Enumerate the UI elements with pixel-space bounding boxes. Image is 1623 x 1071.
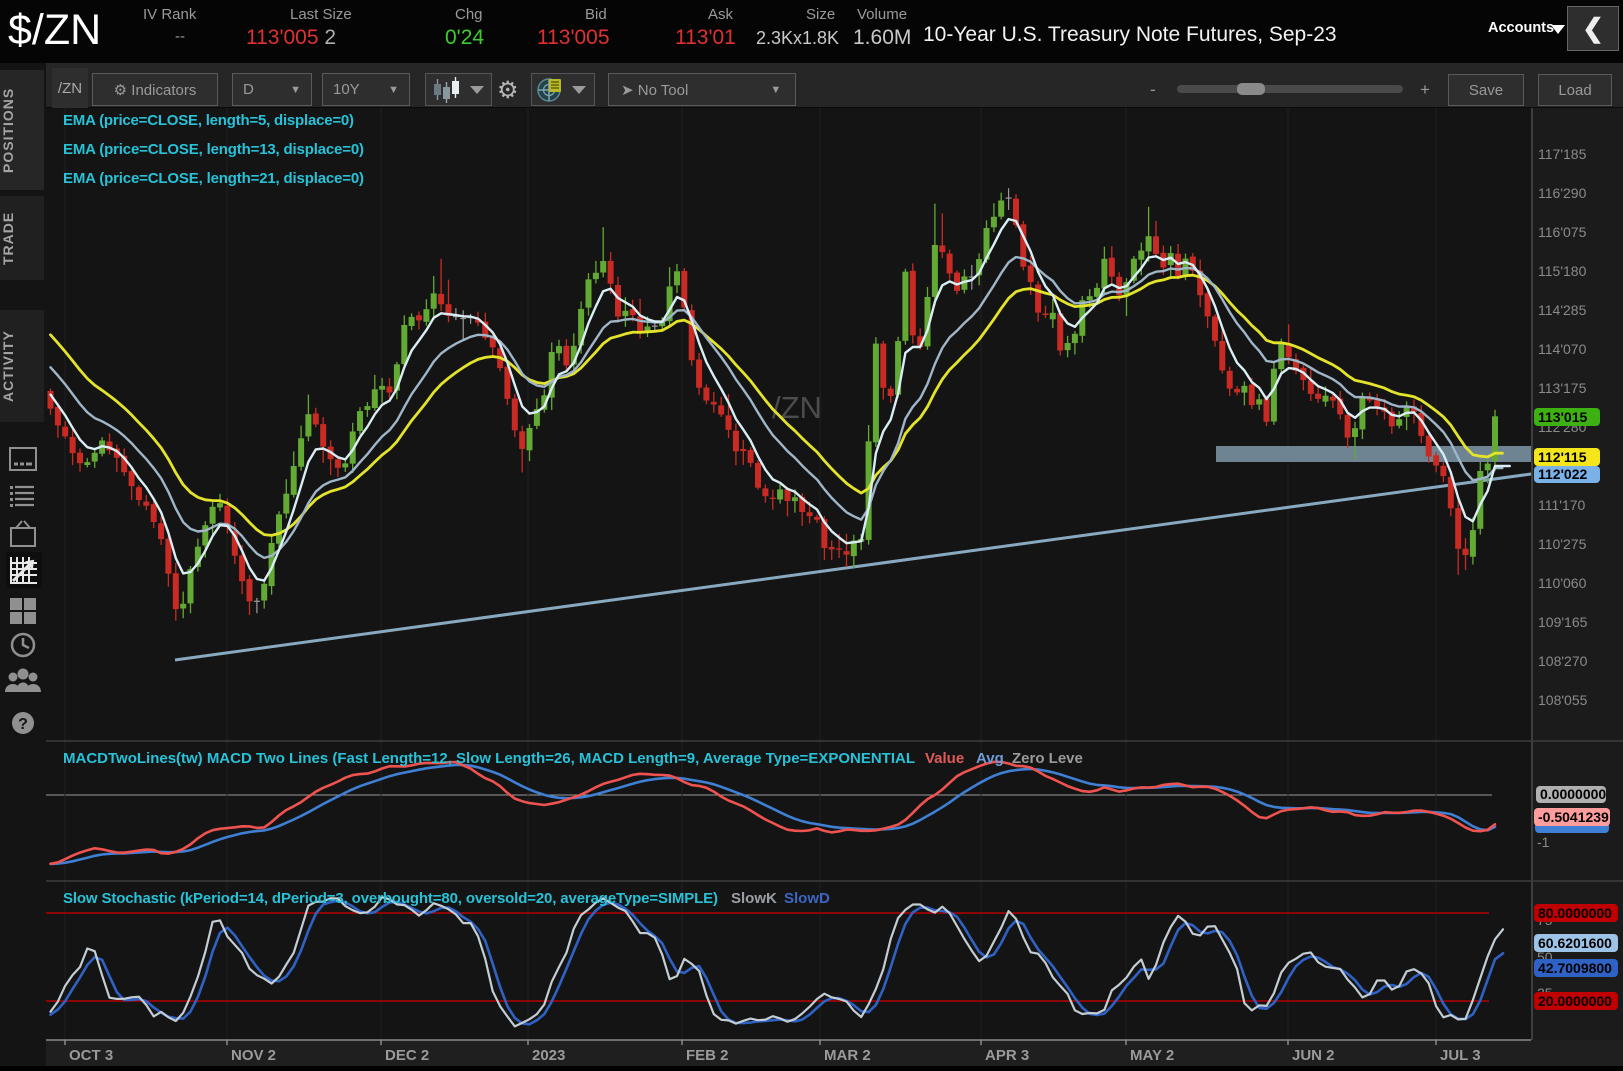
svg-text:APR 3: APR 3 <box>985 1047 1029 1064</box>
svg-text:114'285: 114'285 <box>1538 302 1587 318</box>
svg-text:DEC 2: DEC 2 <box>385 1047 429 1064</box>
svg-text:110'060: 110'060 <box>1538 575 1587 591</box>
svg-text:MAR 2: MAR 2 <box>824 1047 871 1064</box>
svg-text:0.0000000: 0.0000000 <box>1540 786 1606 802</box>
svg-text:JUN 2: JUN 2 <box>1292 1047 1335 1064</box>
svg-text:116'075: 116'075 <box>1538 224 1587 240</box>
svg-text:111'170: 111'170 <box>1538 497 1586 513</box>
svg-text:NOV 2: NOV 2 <box>231 1047 276 1064</box>
svg-text:EMA (price=CLOSE, length=5, di: EMA (price=CLOSE, length=5, displace=0) <box>63 112 354 129</box>
svg-text:117'185: 117'185 <box>1538 146 1587 162</box>
svg-text:60.6201600: 60.6201600 <box>1538 935 1612 951</box>
svg-text:OCT 3: OCT 3 <box>69 1047 113 1064</box>
svg-text:80.0000000: 80.0000000 <box>1538 905 1612 921</box>
svg-text:SlowK: SlowK <box>731 890 777 907</box>
svg-text:20.0000000: 20.0000000 <box>1538 993 1612 1009</box>
svg-text:108'270: 108'270 <box>1538 653 1588 669</box>
svg-text:MACDTwoLines(tw) MACD Two Line: MACDTwoLines(tw) MACD Two Lines (Fast Le… <box>63 750 915 767</box>
svg-text:109'165: 109'165 <box>1538 614 1588 630</box>
svg-text:/ZN: /ZN <box>772 390 822 425</box>
svg-text:-0.5041239: -0.5041239 <box>1538 809 1609 825</box>
svg-text:JUL 3: JUL 3 <box>1440 1047 1481 1064</box>
svg-text:112'022: 112'022 <box>1538 466 1587 482</box>
svg-text:SlowD: SlowD <box>784 890 830 907</box>
svg-text:110'275: 110'275 <box>1538 536 1587 552</box>
svg-text:114'070: 114'070 <box>1538 341 1587 357</box>
svg-text:113'015: 113'015 <box>1538 409 1587 425</box>
svg-text:115'180: 115'180 <box>1538 263 1587 279</box>
svg-text:113'175: 113'175 <box>1538 380 1587 396</box>
svg-text:EMA (price=CLOSE, length=21, d: EMA (price=CLOSE, length=21, displace=0) <box>63 170 364 187</box>
svg-text:108'055: 108'055 <box>1538 692 1588 708</box>
svg-text:116'290: 116'290 <box>1538 185 1587 201</box>
svg-text:Avg: Avg <box>976 750 1004 767</box>
svg-text:Zero Leve: Zero Leve <box>1012 750 1083 767</box>
svg-text:Slow Stochastic (kPeriod=14, d: Slow Stochastic (kPeriod=14, dPeriod=3, … <box>63 890 718 907</box>
svg-text:Value: Value <box>925 750 964 767</box>
svg-text:112'115: 112'115 <box>1538 449 1587 465</box>
svg-text:-1: -1 <box>1537 834 1550 850</box>
svg-text:?: ? <box>18 716 28 733</box>
svg-text:FEB 2: FEB 2 <box>686 1047 729 1064</box>
svg-text:MAY 2: MAY 2 <box>1130 1047 1174 1064</box>
svg-text:2023: 2023 <box>532 1047 565 1064</box>
svg-text:42.7009800: 42.7009800 <box>1538 960 1612 976</box>
svg-text:EMA (price=CLOSE, length=13, d: EMA (price=CLOSE, length=13, displace=0) <box>63 141 364 158</box>
